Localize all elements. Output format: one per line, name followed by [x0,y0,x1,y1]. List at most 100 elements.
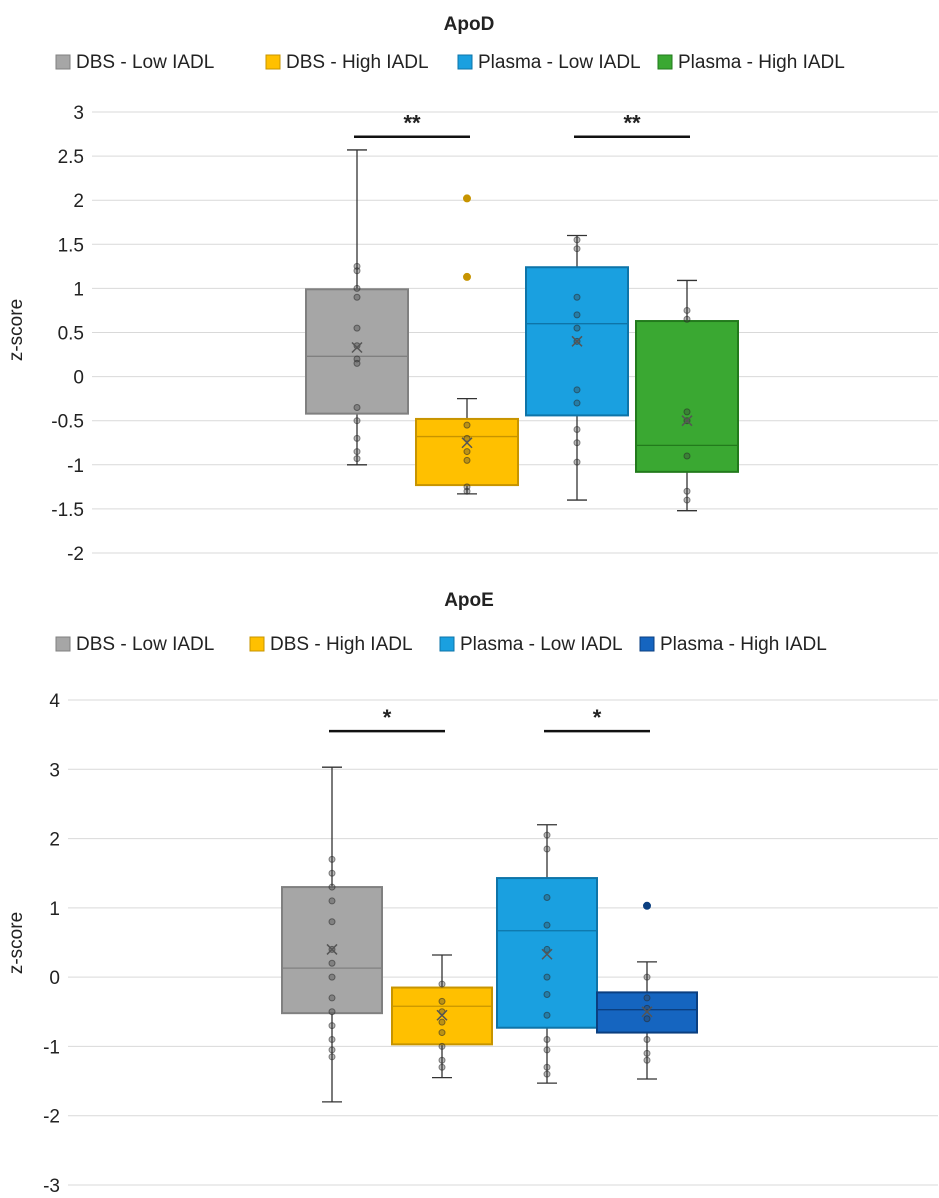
legend-label-1: DBS - High IADL [286,52,429,73]
data-point-9 [328,1008,336,1016]
box-1 [415,194,519,495]
mean-marker [541,948,553,960]
data-point-0 [643,973,651,981]
y-tick-label-3: 1.5 [58,235,84,256]
mean-marker [571,335,583,347]
data-point-5 [643,1049,651,1057]
data-point-10 [328,1022,336,1030]
mean-marker [641,1006,653,1018]
data-point-1 [438,997,446,1005]
data-point-3 [438,1018,446,1026]
data-point-4 [543,945,551,953]
y-tick-label-4: 1 [73,279,84,300]
legend-label-2: Plasma - Low IADL [460,634,623,655]
box-iqr [415,417,519,487]
box-0 [281,766,383,1103]
data-point-3 [573,311,581,319]
data-point-12 [353,455,361,463]
data-point-6 [328,959,336,967]
box-3 [635,279,739,512]
y-tick-label-2: 2 [73,191,84,212]
apoe-chart-title: ApoE [444,590,494,611]
apoe-legend: DBS - Low IADL DBS - High IADL Plasma - Lo… [55,634,827,655]
data-point-4 [573,324,581,332]
apod-legend: DBS - Low IADL DBS - High IADL Plasma - Lo… [55,52,845,73]
y-tick-label-9: -1.5 [51,500,84,521]
y-tick-label-5: -1 [43,1037,60,1058]
legend-swatch-2 [439,636,455,652]
data-point-3 [643,1015,651,1023]
significance-label-1: ** [623,111,641,136]
data-point-5 [683,487,691,495]
box-iqr [596,991,698,1034]
data-point-6 [643,1056,651,1064]
significance-label-0: ** [403,111,421,136]
y-tick-label-7: -3 [43,1176,60,1197]
apoe-chart: ApoE DBS - Low IADL DBS - High IADL Plasma… [6,590,938,1197]
data-point-4 [328,918,336,926]
legend-label-0: DBS - Low IADL [76,634,214,655]
data-point-4 [643,1036,651,1043]
mean-marker [461,437,473,449]
y-tick-label-3: 1 [49,899,60,920]
data-point-1 [643,994,651,1002]
data-point-8 [328,994,336,1002]
data-point-6 [683,496,691,504]
apod-y-axis-label: z-score [6,299,27,361]
data-point-0 [683,306,691,314]
data-point-4 [683,452,691,460]
y-tick-label-6: -2 [43,1107,60,1128]
outlier-0 [643,901,651,910]
data-point-10 [573,458,581,466]
mean-marker [351,341,363,354]
legend-swatch-0 [55,54,71,70]
box-3 [596,901,698,1080]
box-iqr [635,320,739,473]
data-point-0 [573,236,581,244]
data-point-5 [353,342,361,350]
data-point-1 [463,434,471,442]
y-tick-label-1: 2.5 [58,147,84,168]
data-point-0 [438,980,446,988]
data-point-8 [543,1036,551,1043]
data-point-6 [543,990,551,998]
legend-label-2: Plasma - Low IADL [478,52,641,73]
legend-label-0: DBS - Low IADL [76,52,214,73]
y-tick-label-2: 2 [49,830,60,851]
data-point-3 [543,921,551,929]
legend-swatch-2 [457,54,473,70]
data-point-11 [353,448,361,456]
data-point-11 [543,1070,551,1078]
data-point-1 [573,245,581,253]
data-point-2 [573,293,581,301]
data-point-6 [438,1056,446,1064]
legend-swatch-0 [55,636,71,652]
y-tick-label-6: 0 [73,368,84,389]
data-point-13 [328,1053,336,1061]
data-point-3 [463,456,471,464]
data-point-0 [328,855,336,863]
outlier-0 [463,194,471,203]
data-point-1 [683,315,691,323]
legend-label-1: DBS - High IADL [270,634,413,655]
mean-marker [326,943,338,955]
data-point-5 [543,973,551,981]
box-0 [305,149,409,466]
apoe-y-axis-label: z-score [6,912,27,974]
box-2 [525,234,629,501]
y-tick-label-5: 0.5 [58,324,84,345]
data-point-10 [353,434,361,442]
data-point-7 [328,973,336,981]
data-point-10 [543,1063,551,1071]
box-iqr [305,288,409,415]
legend-swatch-1 [265,54,281,70]
y-tick-label-7: -0.5 [51,412,84,433]
data-point-7 [543,1011,551,1019]
mean-marker [436,1009,448,1021]
data-point-3 [328,897,336,905]
data-point-9 [353,417,361,425]
data-point-2 [353,284,361,292]
data-point-11 [328,1036,336,1043]
apod-plot-area: 3 2.5 2 1.5 1 0.5 0 -0.5 -1 -1.5 -2 ** ** [51,103,938,565]
